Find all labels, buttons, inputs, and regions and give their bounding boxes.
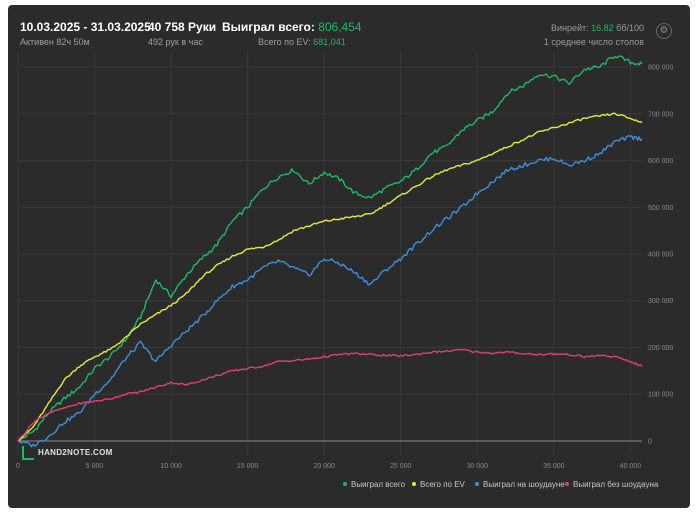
winrate-value: 16.82 (591, 23, 614, 33)
legend-dot-icon (412, 481, 416, 486)
x-tick-label: 25 000 (390, 463, 412, 470)
winrate: Винрейт: 16.82 бб/100 (544, 23, 644, 33)
x-tick-label: 0 (16, 463, 20, 470)
x-tick-label: 20 000 (313, 463, 335, 470)
legend-dot-icon (475, 481, 479, 486)
chart-legend: Выиграл всего Всего по EV Выиграл на шоу… (338, 480, 668, 494)
y-tick-label: 500 000 (648, 205, 673, 212)
legend-item-showdown[interactable]: Выиграл на шоудауне (475, 480, 565, 489)
won-total-label: Выиграл всего: (222, 20, 315, 34)
active-time: Активен 82ч 50м (20, 37, 90, 47)
ev-total-label: Всего по EV: (258, 37, 311, 47)
logo-mark-icon (22, 446, 34, 460)
tables-count: 1 среднее число столов (543, 37, 644, 47)
x-tick-label: 10 000 (160, 463, 182, 470)
logo-text: HAND2NOTE.COM (38, 448, 113, 457)
graph-panel: 10.03.2025 - 31.03.2025 Активен 82ч 50м … (8, 5, 690, 508)
y-tick-label: 100 000 (648, 392, 673, 399)
legend-item-non-showdown[interactable]: Выиграл без шоудауна (565, 480, 658, 489)
y-tick-label: 700 000 (648, 111, 673, 118)
x-tick-label: 15 000 (237, 463, 259, 470)
winrate-unit: бб/100 (616, 23, 644, 33)
winrate-stat: Винрейт: 16.82 бб/100 1 среднее число ст… (544, 23, 644, 47)
stats-header: 10.03.2025 - 31.03.2025 Активен 82ч 50м … (8, 5, 690, 53)
series-line-won-total (17, 55, 643, 442)
x-tick-label: 5 000 (86, 463, 104, 470)
y-tick-label: 300 000 (648, 298, 673, 305)
legend-item-won-total[interactable]: Выиграл всего (343, 480, 405, 489)
hands-per-hour: 492 рук в час (148, 37, 203, 47)
y-tick-label: 200 000 (648, 345, 673, 352)
y-tick-label: 800 000 (648, 65, 673, 72)
won-total: Выиграл всего: 806,454 (222, 20, 362, 34)
y-tick-label: 0 (648, 438, 652, 445)
legend-item-ev[interactable]: Всего по EV (412, 480, 465, 489)
series-line-showdown (17, 135, 643, 448)
x-tick-label: 35 000 (543, 463, 565, 470)
series-line-non-showdown (17, 348, 643, 442)
winrate-label: Винрейт: (550, 23, 589, 33)
series-line-ev (17, 112, 643, 442)
y-tick-label: 400 000 (648, 252, 673, 259)
date-stat: 10.03.2025 - 31.03.2025 Активен 82ч 50м (20, 20, 151, 47)
ev-total: Всего по EV: 681,041 (222, 37, 362, 47)
won-stat: Выиграл всего: 806,454 Всего по EV: 681,… (222, 20, 362, 47)
profit-chart: 0 5 000 10 000 15 000 20 000 25 000 30 000 35 0… (16, 53, 673, 470)
x-tick-label: 30 000 (467, 463, 489, 470)
gear-icon[interactable]: ⚙ (656, 23, 672, 39)
legend-dot-icon (565, 481, 569, 486)
won-total-value: 806,454 (318, 20, 362, 34)
hands-stat: 40 758 Руки 492 рук в час (148, 20, 216, 47)
ev-total-value: 681,041 (313, 37, 346, 47)
x-tick-label: 40 000 (620, 463, 642, 470)
date-range: 10.03.2025 - 31.03.2025 (20, 20, 151, 34)
y-tick-label: 600 000 (648, 158, 673, 165)
legend-dot-icon (343, 481, 347, 486)
hands-count: 40 758 Руки (148, 20, 217, 34)
